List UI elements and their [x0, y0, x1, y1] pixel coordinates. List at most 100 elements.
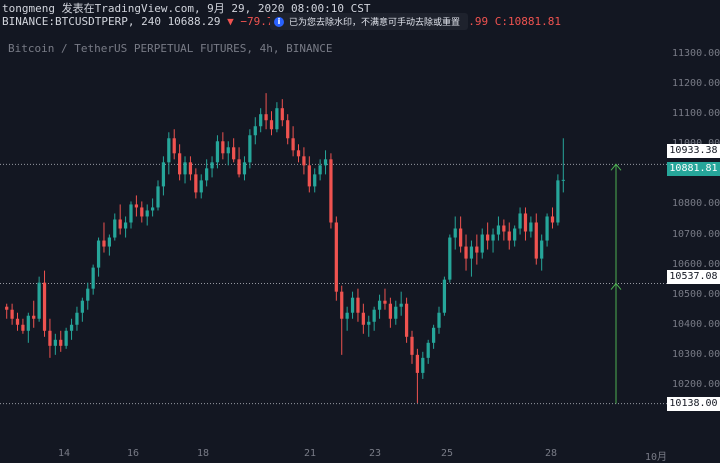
candle-body [129, 204, 133, 223]
candle-body [102, 240, 106, 247]
x-tick-label: 14 [58, 448, 71, 459]
candle-body [134, 204, 139, 208]
x-tick-label: 16 [127, 448, 140, 459]
candle-body [172, 138, 176, 154]
candle-body [329, 159, 333, 223]
candle-body [280, 108, 284, 121]
candle-body [426, 342, 430, 358]
candle-body [275, 108, 279, 130]
candle-body [361, 312, 365, 325]
candle-body [242, 162, 247, 175]
candle-body [156, 186, 160, 208]
info-icon: i [274, 16, 284, 27]
candle-body [459, 228, 463, 247]
candle-body [561, 179, 565, 181]
y-tick-label: 10200.00 [672, 378, 720, 390]
candle-body [437, 312, 441, 328]
candle-body [161, 162, 166, 187]
candle-body [323, 159, 328, 166]
candle-body [421, 357, 425, 373]
candle-body [296, 150, 301, 157]
price-badge-mid: 10537.08 [667, 270, 720, 284]
candle-body [372, 309, 376, 322]
candle-body [388, 303, 392, 319]
candle-body [556, 180, 560, 223]
candle-body [307, 165, 311, 187]
candle-body [59, 339, 63, 346]
candle-body [550, 216, 555, 223]
publish-info: tongmeng 发表在TradingView.com, 9月 29, 2020… [2, 2, 371, 15]
candle-body [32, 315, 36, 319]
candle-body [259, 114, 263, 127]
candle-body [464, 246, 468, 259]
ohlc-close-label: 67.99 C: [455, 15, 508, 28]
candle-body [318, 165, 322, 175]
candle-body [345, 312, 349, 319]
watermark-toast[interactable]: i 已为您去除水印，不满意可手动去除或重置 [270, 13, 469, 30]
y-tick-label: 10500.00 [672, 288, 720, 300]
measure-arrow-mid [610, 282, 622, 290]
measure-arrow-top [610, 163, 622, 171]
candle-body [237, 159, 241, 175]
y-tick-label: 10600.00 [672, 258, 720, 270]
candle-body [410, 336, 414, 355]
candle-body [269, 120, 274, 130]
ohlc-close-value: 10881.81 [507, 15, 561, 28]
candle-body [53, 339, 57, 346]
x-tick-label: 18 [197, 448, 210, 459]
candle-body [507, 231, 511, 241]
x-tick-label: 25 [441, 448, 454, 459]
candle-body [453, 228, 457, 238]
candle-body [367, 321, 371, 325]
candle-body [96, 240, 101, 268]
candle-body [80, 300, 84, 313]
candle-body [26, 315, 30, 331]
candle-body [302, 156, 306, 166]
x-tick-label: 23 [369, 448, 382, 459]
candle-body [48, 330, 52, 346]
candle-body [107, 237, 111, 247]
candle-body [486, 234, 490, 241]
candle-body [523, 213, 528, 232]
x-tick-label: 21 [304, 448, 317, 459]
price-badge-low: 10138.00 [667, 397, 720, 411]
x-tick-label: 10月 [645, 452, 668, 463]
candle-body [188, 162, 193, 175]
symbol-label[interactable]: BINANCE:BTCUSDTPERP, 240 10688.29 [2, 15, 221, 28]
candle-body [205, 168, 209, 181]
candle-body [64, 330, 68, 346]
y-tick-label: 10800.00 [672, 198, 720, 210]
candle-body [431, 327, 436, 343]
candle-body [232, 147, 236, 160]
candle-body [150, 207, 155, 211]
x-tick-label: 28 [545, 448, 558, 459]
candle-body [210, 162, 214, 169]
candle-body [513, 228, 517, 241]
y-tick-label: 11100.00 [672, 108, 720, 120]
candle-body [291, 138, 295, 151]
price-badge-last: 10881.81 [667, 162, 720, 176]
candle-body [91, 267, 95, 289]
candle-body [123, 222, 128, 229]
candle-body [75, 312, 79, 325]
candle-body [86, 288, 90, 301]
candle-body [140, 207, 144, 217]
candle-body [540, 240, 544, 259]
candle-body [383, 300, 387, 304]
candle-body [448, 237, 452, 280]
candle-body [118, 219, 122, 229]
y-tick-label: 10400.00 [672, 318, 720, 330]
candle-body [356, 297, 360, 313]
candle-body [394, 306, 398, 319]
candle-body [194, 174, 198, 193]
candle-body [480, 234, 484, 253]
candle-body [69, 324, 74, 331]
candle-body [113, 219, 117, 238]
candle-body [491, 234, 495, 241]
y-tick-label: 11300.00 [672, 48, 720, 60]
candle-body [178, 153, 182, 175]
candle-body [183, 162, 187, 175]
price-badge-upper: 10933.38 [667, 144, 720, 158]
candle-body [399, 303, 403, 307]
